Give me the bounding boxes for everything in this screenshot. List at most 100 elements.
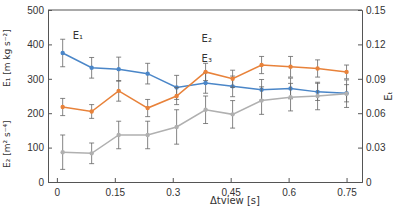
tick-label: 100 xyxy=(27,142,44,153)
marker xyxy=(203,81,207,85)
tick-label: 0.3 xyxy=(166,187,180,198)
marker xyxy=(259,98,263,102)
tick: 100 xyxy=(27,142,52,153)
y2-axis: 0 0.03 0.06 0.09 0.12 0.15 xyxy=(358,5,386,188)
error-bar xyxy=(344,80,349,108)
y-title: E₁ [m kg s⁻²] xyxy=(2,29,12,87)
error-bar xyxy=(203,63,208,80)
marker xyxy=(60,150,64,154)
series-line xyxy=(63,65,347,111)
tick-mark xyxy=(48,10,52,11)
tick-mark xyxy=(48,44,52,45)
tick-mark xyxy=(48,148,52,149)
tick-mark xyxy=(57,178,58,182)
chart: 00.150.30.450.60.75010020030040050000.03… xyxy=(0,0,400,206)
series-line xyxy=(63,94,347,154)
error-bar xyxy=(60,135,65,169)
tick-mark xyxy=(48,113,52,114)
tick-label: 0 xyxy=(38,177,44,188)
error-bar xyxy=(259,56,264,73)
error-bar xyxy=(116,57,121,81)
tick-mark xyxy=(231,178,232,182)
tick-mark xyxy=(115,178,116,182)
tick-mark xyxy=(358,113,362,114)
tick-mark xyxy=(173,178,174,182)
series-label: E₂ xyxy=(202,33,212,44)
marker xyxy=(315,66,319,70)
marker xyxy=(203,70,207,74)
tick-label: 0.15 xyxy=(106,187,126,198)
error-bar xyxy=(230,101,235,129)
error-bar xyxy=(344,65,349,79)
tick-label: 0.12 xyxy=(366,39,386,50)
x-axis: 00.150.30.450.60.75 xyxy=(49,178,363,198)
marker xyxy=(344,70,348,74)
marker xyxy=(230,112,234,116)
error-bar xyxy=(174,87,179,104)
error-bar xyxy=(60,39,65,67)
marker xyxy=(116,133,120,137)
marker xyxy=(344,91,348,95)
marker xyxy=(145,106,149,110)
x-title: Δtview [s] xyxy=(210,195,260,206)
tick: 500 xyxy=(27,5,52,16)
axis-line xyxy=(358,11,363,183)
error-bar xyxy=(89,57,94,78)
error-bar xyxy=(89,143,94,164)
tick: 0 xyxy=(358,177,372,188)
marker xyxy=(344,92,348,96)
tick: 0.06 xyxy=(358,108,386,119)
tick: 0.6 xyxy=(282,178,296,198)
error-bar xyxy=(230,70,235,87)
tick-mark xyxy=(358,44,362,45)
error-bar xyxy=(116,121,121,149)
error-bar xyxy=(60,98,65,115)
tick-label: 0.09 xyxy=(366,74,386,85)
marker xyxy=(174,94,178,98)
marker xyxy=(288,95,292,99)
tick-label: 0.75 xyxy=(337,187,357,198)
marker xyxy=(89,109,93,113)
plot-area xyxy=(60,39,349,169)
marker xyxy=(288,65,292,69)
error-bar xyxy=(315,60,320,77)
tick: 0.09 xyxy=(358,74,386,85)
error-bar xyxy=(174,110,179,144)
tick: 0.15 xyxy=(106,178,126,198)
error-bar xyxy=(203,96,208,124)
series-label: E₃ xyxy=(202,53,212,64)
error-bar xyxy=(89,105,94,119)
frame xyxy=(48,10,362,11)
marker xyxy=(116,89,120,93)
marker xyxy=(60,51,64,55)
error-bar xyxy=(145,121,150,149)
tick-label: 0.15 xyxy=(366,5,386,16)
tick-label: 0.06 xyxy=(366,108,386,119)
marker xyxy=(230,77,234,81)
marker xyxy=(315,94,319,98)
error-bar xyxy=(116,81,121,102)
marker xyxy=(116,67,120,71)
axis-line xyxy=(49,178,363,183)
error-bar xyxy=(145,63,150,84)
marker xyxy=(259,63,263,67)
marker xyxy=(60,105,64,109)
tick-label: 0.03 xyxy=(366,142,386,153)
error-bar xyxy=(174,75,179,99)
marker xyxy=(89,66,93,70)
tick-label: 300 xyxy=(27,74,44,85)
tick-label: 0 xyxy=(55,187,61,198)
error-bar xyxy=(145,99,150,116)
series-label: E₁ xyxy=(73,30,83,41)
tick: 0.12 xyxy=(358,39,386,50)
tick-mark xyxy=(347,178,348,182)
tick: 0.3 xyxy=(166,178,180,198)
tick: 0 xyxy=(38,177,52,188)
error-bar xyxy=(315,82,320,110)
tick: 0.15 xyxy=(358,5,386,16)
tick-mark xyxy=(48,182,52,183)
tick-label: 0.6 xyxy=(282,187,296,198)
tick-mark xyxy=(48,79,52,80)
error-bar xyxy=(288,56,293,77)
marker xyxy=(89,151,93,155)
